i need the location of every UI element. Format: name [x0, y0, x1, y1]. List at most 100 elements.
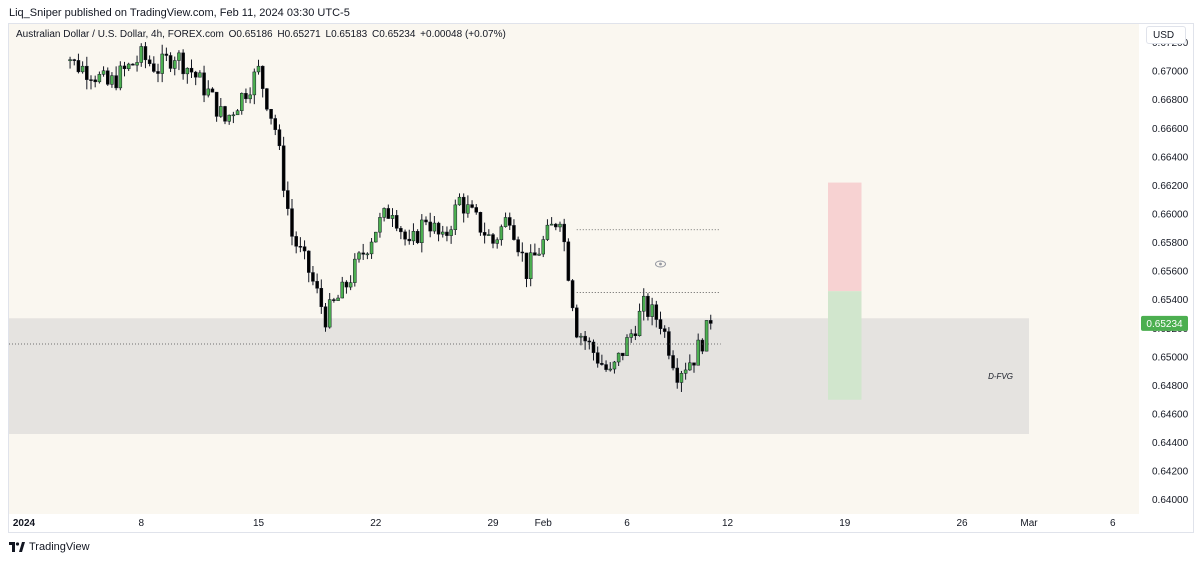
eye-icon[interactable] — [655, 260, 666, 268]
symbol-label[interactable]: Australian Dollar / U.S. Dollar, 4h, FOR… — [16, 29, 224, 40]
candle-body[interactable] — [436, 222, 441, 235]
candle-body[interactable] — [558, 223, 562, 228]
candle-body[interactable] — [461, 196, 466, 214]
candle-body[interactable] — [101, 70, 106, 75]
candle-body[interactable] — [189, 67, 194, 73]
candle-body[interactable] — [679, 373, 684, 383]
stop-loss-zone[interactable] — [828, 182, 862, 292]
candle-body[interactable] — [147, 59, 152, 64]
fvg-zone[interactable] — [9, 318, 1029, 434]
candle-body[interactable] — [524, 252, 529, 280]
candle-body[interactable] — [210, 88, 215, 93]
candle-body[interactable] — [89, 79, 93, 81]
candle-body[interactable] — [252, 71, 257, 96]
candle-body[interactable] — [244, 93, 248, 100]
candle-body[interactable] — [445, 231, 449, 236]
candle-body[interactable] — [302, 246, 307, 252]
candle-body[interactable] — [139, 46, 143, 63]
candle-body[interactable] — [319, 288, 324, 307]
candle-body[interactable] — [474, 207, 478, 213]
candle-body[interactable] — [214, 91, 219, 117]
candle-body[interactable] — [591, 341, 596, 353]
candle-body[interactable] — [126, 63, 131, 70]
candle-body[interactable] — [332, 299, 336, 301]
candle-body[interactable] — [156, 71, 160, 74]
candle-body[interactable] — [219, 106, 223, 117]
candle-body[interactable] — [478, 212, 483, 233]
candle-body[interactable] — [482, 232, 487, 236]
candle-body[interactable] — [382, 208, 386, 218]
candle-body[interactable] — [709, 320, 713, 324]
candle-body[interactable] — [256, 65, 261, 73]
candle-body[interactable] — [311, 272, 315, 282]
candle-body[interactable] — [143, 46, 148, 61]
candle-body[interactable] — [441, 231, 445, 235]
candle-body[interactable] — [193, 71, 198, 78]
candle-body[interactable] — [269, 108, 273, 119]
candle-body[interactable] — [361, 252, 365, 255]
candle-body[interactable] — [185, 67, 190, 75]
candle-body[interactable] — [227, 114, 231, 122]
candle-body[interactable] — [604, 364, 608, 370]
candle-body[interactable] — [260, 65, 265, 89]
candle-body[interactable] — [110, 75, 114, 85]
candle-body[interactable] — [131, 63, 135, 66]
candle-body[interactable] — [374, 231, 378, 243]
candle-body[interactable] — [570, 280, 575, 309]
candle-body[interactable] — [516, 239, 520, 253]
candle-body[interactable] — [503, 217, 508, 227]
candle-body[interactable] — [683, 369, 688, 374]
candle-body[interactable] — [566, 241, 571, 281]
candle-body[interactable] — [80, 65, 85, 73]
candle-body[interactable] — [616, 352, 621, 363]
candle-body[interactable] — [72, 59, 76, 61]
candle-body[interactable] — [704, 320, 709, 352]
candle-body[interactable] — [658, 319, 663, 329]
candle-body[interactable] — [675, 367, 679, 383]
candle-body[interactable] — [135, 62, 139, 66]
candle-body[interactable] — [696, 339, 700, 366]
candle-body[interactable] — [168, 55, 173, 69]
candle-body[interactable] — [315, 281, 319, 289]
candle-body[interactable] — [608, 368, 612, 371]
candle-body[interactable] — [688, 362, 692, 371]
candle-body[interactable] — [378, 217, 382, 233]
candle-body[interactable] — [231, 114, 236, 117]
candle-body[interactable] — [600, 363, 604, 365]
candle-body[interactable] — [390, 215, 395, 219]
candle-body[interactable] — [173, 60, 177, 69]
candle-body[interactable] — [420, 219, 424, 243]
candle-body[interactable] — [541, 239, 545, 255]
candle-body[interactable] — [403, 231, 407, 240]
candle-body[interactable] — [177, 52, 181, 61]
candle-body[interactable] — [76, 60, 81, 73]
candle-body[interactable] — [642, 295, 646, 312]
candle-body[interactable] — [344, 281, 349, 288]
candle-body[interactable] — [432, 222, 437, 232]
candle-body[interactable] — [298, 246, 303, 248]
candle-body[interactable] — [248, 94, 252, 100]
candle-body[interactable] — [587, 340, 592, 343]
candle-body[interactable] — [545, 224, 550, 240]
candle-body[interactable] — [160, 53, 164, 74]
candle-body[interactable] — [277, 129, 282, 147]
candle-body[interactable] — [457, 196, 462, 206]
candle-body[interactable] — [575, 307, 579, 338]
candle-body[interactable] — [508, 217, 512, 226]
candle-body[interactable] — [357, 252, 361, 260]
currency-button[interactable]: USD — [1146, 26, 1186, 44]
candle-body[interactable] — [629, 333, 633, 338]
candle-body[interactable] — [692, 362, 696, 366]
candle-body[interactable] — [549, 223, 554, 226]
candle-body[interactable] — [122, 65, 127, 70]
candle-body[interactable] — [654, 304, 659, 320]
candle-body[interactable] — [68, 59, 72, 62]
candle-body[interactable] — [348, 282, 353, 288]
candle-body[interactable] — [336, 297, 340, 301]
candle-body[interactable] — [646, 295, 650, 317]
candle-body[interactable] — [512, 225, 516, 240]
candle-body[interactable] — [223, 106, 227, 122]
candle-body[interactable] — [152, 63, 156, 72]
candle-body[interactable] — [97, 74, 102, 83]
